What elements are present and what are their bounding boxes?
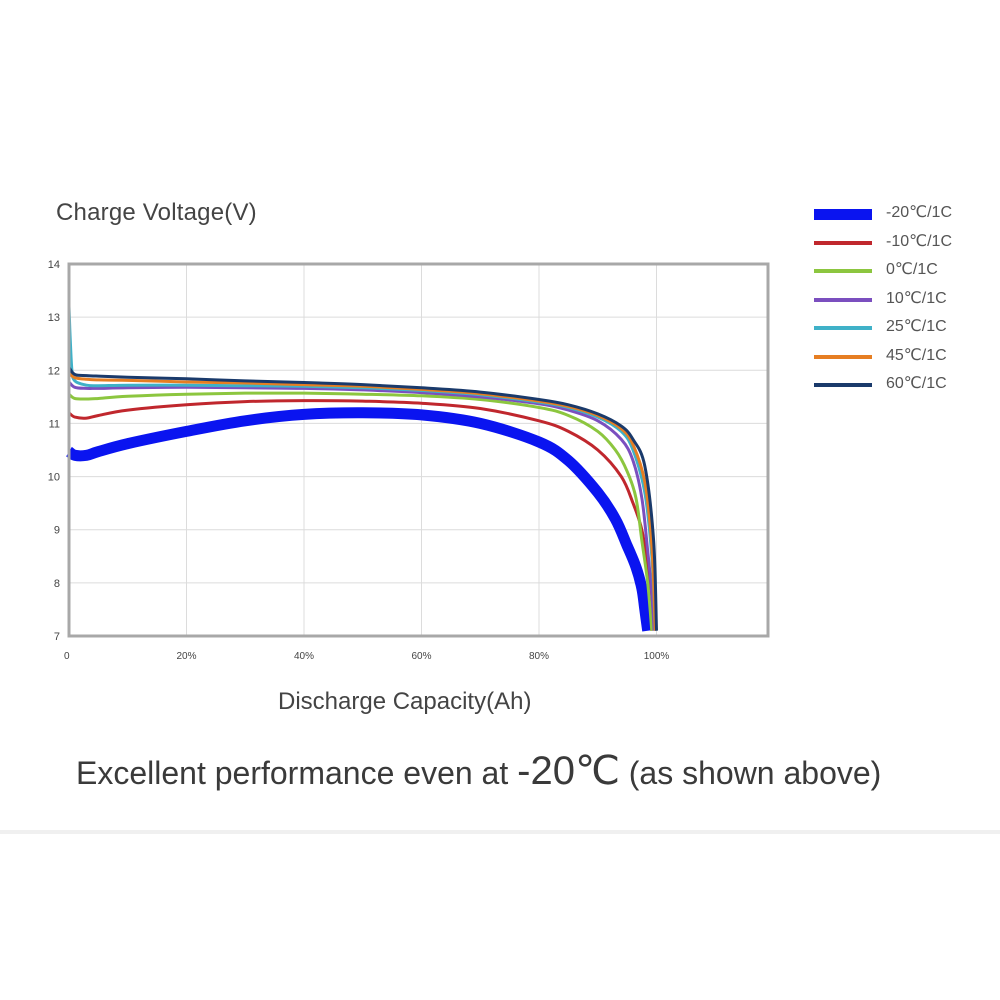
caption: Excellent performance even at -20℃ (as s… <box>76 748 881 794</box>
legend-label: 0℃/1C <box>886 261 938 278</box>
y-tick-label: 9 <box>54 525 60 537</box>
y-tick-label: 11 <box>49 418 60 430</box>
y-tick-label: 14 <box>48 259 60 271</box>
legend-label: -20℃/1C <box>886 204 952 221</box>
caption-suffix: (as shown above) <box>619 755 882 791</box>
x-axis-label: Discharge Capacity(Ah) <box>278 688 532 715</box>
series-line-0 <box>65 407 654 632</box>
divider <box>0 830 1000 834</box>
plot-area <box>69 264 768 636</box>
legend-swatch <box>814 269 872 273</box>
series-line-2 <box>68 391 654 631</box>
y-tick-label: 10 <box>48 472 60 484</box>
y-tick-label: 7 <box>54 631 60 643</box>
x-tick-label: 60% <box>411 651 431 662</box>
y-axis-label: Charge Voltage(V) <box>56 199 257 226</box>
series-line-4 <box>67 306 657 631</box>
series-line-5 <box>67 371 657 631</box>
legend-label: 10℃/1C <box>886 289 947 307</box>
series-line-3 <box>67 380 656 631</box>
x-tick-label: 100% <box>644 651 670 662</box>
y-tick-label: 13 <box>48 312 60 324</box>
legend-label: 45℃/1C <box>886 346 947 364</box>
legend-label: -10℃/1C <box>886 232 952 250</box>
x-tick-label: 80% <box>529 651 549 662</box>
plot-frame <box>67 262 770 638</box>
caption-main: Excellent performance even at <box>76 755 518 791</box>
y-tick-label: 8 <box>54 578 60 590</box>
legend-swatch <box>814 240 872 245</box>
legend-swatch <box>814 326 872 330</box>
x-tick-label: 40% <box>294 651 314 662</box>
plot-mask <box>64 638 773 646</box>
legend-label: 25℃/1C <box>886 318 947 335</box>
x-tick-label: 0 <box>64 651 70 662</box>
legend-swatch <box>814 354 872 359</box>
caption-emphasis: -20℃ <box>517 749 620 793</box>
legend-swatch <box>814 208 872 220</box>
x-tick-label: 20% <box>176 651 196 662</box>
legend-swatch <box>814 383 872 387</box>
y-tick-label: 12 <box>48 365 60 377</box>
series-line-6 <box>67 366 658 631</box>
legend-swatch <box>814 297 872 302</box>
legend-label: 60℃/1C <box>886 375 947 392</box>
